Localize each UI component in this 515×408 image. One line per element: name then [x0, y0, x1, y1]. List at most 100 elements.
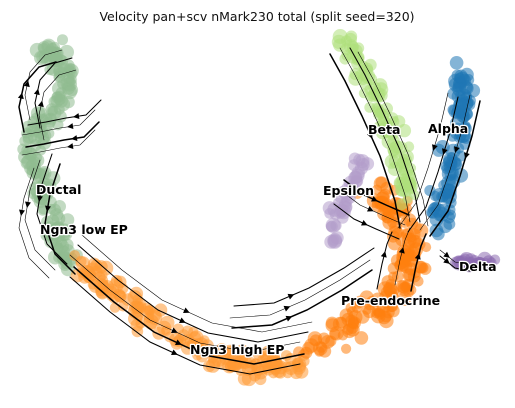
- cell-point-ductal: [29, 42, 45, 58]
- cell-point-ngn3high: [69, 250, 81, 261]
- cell-point-ngn3low: [56, 226, 71, 242]
- cell-point-ngn3low: [53, 200, 66, 213]
- cluster-label-beta: Beta: [368, 122, 400, 137]
- cell-point-beta: [348, 44, 363, 59]
- cell-point-ngn3high: [145, 318, 158, 330]
- cell-point-preendo: [399, 281, 410, 292]
- cell-point-preendo: [386, 304, 400, 318]
- cell-point-beta: [396, 198, 408, 211]
- cell-point-epsilon: [322, 201, 337, 215]
- velocity-arrowhead: [73, 113, 80, 120]
- velocity-arrowhead: [395, 130, 401, 137]
- velocity-arrowhead: [443, 251, 450, 258]
- velocity-arrowhead: [287, 293, 295, 300]
- velocity-streamline: [25, 121, 100, 148]
- cell-point-ngn3high: [112, 288, 126, 301]
- cell-point-ngn3high: [117, 300, 129, 312]
- cluster-label-ngn3-high-ep: Ngn3 high EP: [190, 342, 284, 357]
- cell-point-preendo: [405, 250, 417, 262]
- cell-point-preendo: [371, 184, 383, 195]
- cell-point-preendo: [413, 276, 424, 287]
- cell-point-alpha: [443, 152, 458, 168]
- velocity-arrowhead: [285, 315, 293, 322]
- cluster-label-ductal: Ductal: [36, 182, 81, 197]
- velocity-arrowhead: [398, 247, 405, 254]
- velocity-arrowhead: [19, 209, 25, 216]
- cell-point-ngn3high: [270, 364, 281, 376]
- cell-point-beta: [397, 123, 412, 138]
- cluster-label-ngn3-low-ep: Ngn3 low EP: [40, 222, 128, 237]
- velocity-arrowhead: [443, 257, 450, 264]
- cell-point-preendo: [329, 326, 344, 341]
- velocity-arrowhead: [23, 80, 30, 88]
- cell-point-ngn3high: [249, 358, 263, 371]
- cluster-label-epsilon: Epsilon: [323, 183, 374, 198]
- velocity-streamline: [439, 249, 471, 266]
- cell-point-ngn3high: [190, 342, 206, 357]
- velocity-arrowhead: [367, 206, 374, 212]
- cluster-label-alpha: Alpha: [428, 121, 468, 136]
- cell-point-ductal: [57, 34, 68, 46]
- cell-point-ngn3high: [75, 256, 91, 271]
- velocity-streamline: [407, 96, 459, 233]
- cell-point-ngn3high: [135, 318, 146, 329]
- velocity-streamline: [24, 49, 63, 121]
- cell-point-ductal: [62, 76, 77, 92]
- velocity-arrowhead: [453, 146, 460, 153]
- cell-point-beta: [368, 81, 382, 95]
- cell-point-ngn3high: [98, 260, 114, 276]
- cell-point-ngn3high: [205, 358, 221, 373]
- velocity-arrowhead: [179, 317, 186, 323]
- velocity-arrowhead: [414, 253, 421, 260]
- cell-point-preendo: [414, 223, 429, 238]
- velocity-arrowhead: [361, 220, 368, 226]
- cell-point-ductal: [63, 64, 75, 76]
- velocity-streamline: [231, 269, 373, 329]
- cell-point-ngn3low: [60, 213, 75, 227]
- velocity-arrowhead: [25, 201, 31, 208]
- velocity-arrowhead: [67, 123, 74, 130]
- cell-point-delta: [462, 258, 477, 273]
- velocity-arrowhead: [37, 100, 44, 108]
- cell-point-ductal: [37, 129, 52, 143]
- cell-point-preendo: [381, 211, 393, 224]
- velocity-streamline: [419, 94, 471, 231]
- velocity-arrowhead: [367, 132, 373, 139]
- velocity-streamline: [21, 109, 96, 136]
- cell-point-ngn3low: [57, 251, 73, 266]
- velocity-arrowhead: [171, 349, 178, 355]
- velocity-arrowhead: [175, 339, 182, 345]
- cell-point-preendo: [300, 346, 313, 359]
- velocity-streamline: [21, 129, 96, 156]
- velocity-streamline: [233, 247, 375, 307]
- velocity-streamline: [27, 99, 102, 126]
- cell-point-ngn3low: [45, 230, 60, 244]
- velocity-arrowhead: [71, 135, 78, 142]
- cell-point-preendo: [335, 316, 348, 329]
- velocity-streamline: [429, 100, 481, 237]
- velocity-streamline: [44, 163, 76, 275]
- cluster-labels: Ductal Ngn3 low EP Ngn3 high EP Pre-endo…: [35, 120, 498, 359]
- cell-point-epsilon: [348, 159, 360, 172]
- velocity-streamline: [397, 92, 449, 229]
- velocity-streamline: [34, 57, 73, 129]
- velocity-arrowhead: [441, 148, 448, 155]
- velocity-arrowhead: [45, 205, 51, 212]
- velocity-arrowhead: [33, 88, 40, 96]
- velocity-arrowhead: [463, 152, 470, 159]
- velocity-arrowhead: [283, 305, 291, 312]
- cell-point-delta: [474, 256, 485, 268]
- cell-point-ngn3low: [34, 183, 47, 195]
- cell-point-alpha: [459, 138, 471, 150]
- cell-point-preendo: [325, 316, 339, 330]
- cell-point-beta: [340, 35, 352, 47]
- cell-point-preendo: [397, 259, 410, 272]
- velocity-arrowhead: [380, 251, 387, 258]
- cell-point-ngn3high: [254, 373, 267, 386]
- velocity-arrowhead: [431, 144, 438, 151]
- cluster-label-delta: Delta: [459, 259, 497, 274]
- cell-point-ductal: [54, 90, 66, 102]
- cell-point-preendo: [363, 305, 376, 319]
- velocity-arrowhead: [67, 143, 74, 150]
- cell-point-alpha: [455, 150, 467, 162]
